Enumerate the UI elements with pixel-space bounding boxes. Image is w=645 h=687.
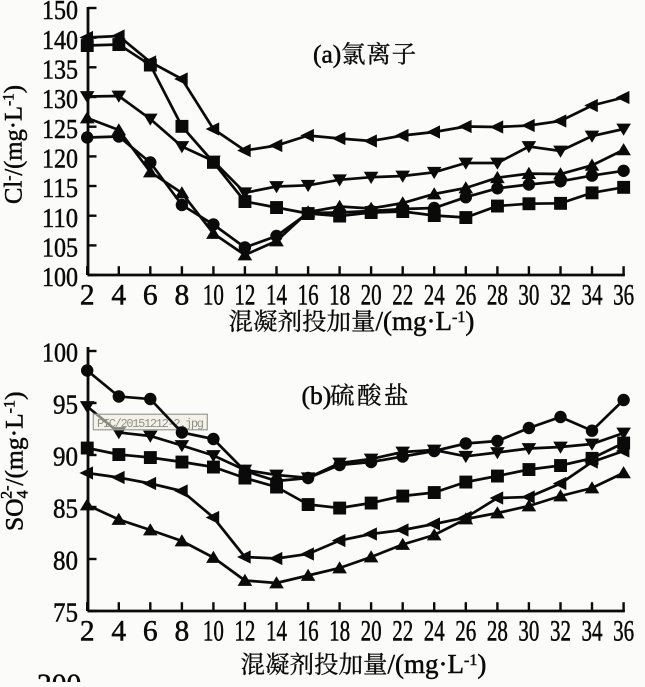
svg-text:2: 2	[80, 616, 95, 648]
svg-text:125: 125	[42, 113, 78, 144]
svg-text:120: 120	[42, 143, 78, 174]
svg-text:22: 22	[392, 279, 413, 311]
svg-text:(b): (b)	[302, 381, 332, 410]
svg-text:22: 22	[392, 616, 413, 648]
svg-text:20: 20	[361, 616, 382, 648]
svg-text:200: 200	[37, 669, 81, 682]
svg-text:34: 34	[582, 616, 603, 648]
svg-text:24: 24	[424, 279, 445, 311]
svg-text:34: 34	[582, 279, 603, 311]
svg-text:12: 12	[234, 616, 255, 648]
svg-text:16: 16	[298, 616, 319, 648]
svg-text:18: 18	[329, 616, 350, 648]
svg-text:6: 6	[143, 616, 158, 648]
svg-text:100: 100	[42, 261, 78, 292]
svg-text:80: 80	[53, 545, 78, 576]
svg-text:10: 10	[203, 616, 224, 648]
svg-text:30: 30	[518, 616, 539, 648]
svg-text:90: 90	[53, 441, 78, 472]
svg-text:36: 36	[613, 279, 634, 311]
svg-text:140: 140	[42, 24, 78, 55]
svg-text:8: 8	[175, 279, 190, 311]
svg-text:28: 28	[487, 279, 508, 311]
svg-text:75: 75	[53, 597, 78, 628]
svg-text:28: 28	[487, 616, 508, 648]
svg-text:105: 105	[42, 232, 78, 263]
svg-text:32: 32	[550, 279, 571, 311]
svg-text:(a): (a)	[313, 40, 341, 69]
svg-text:32: 32	[550, 616, 571, 648]
svg-text:4: 4	[111, 279, 126, 311]
svg-text:110: 110	[42, 202, 78, 233]
svg-text:100: 100	[42, 337, 78, 368]
svg-text:PIC/20151212-2.jpg: PIC/20151212-2.jpg	[97, 417, 204, 431]
svg-text:SO42-/(mg·L-1): SO42-/(mg·L-1)	[0, 392, 32, 532]
svg-text:36: 36	[613, 616, 634, 648]
svg-text:130: 130	[42, 83, 78, 114]
svg-text:95: 95	[53, 389, 78, 420]
svg-text:30: 30	[518, 279, 539, 311]
svg-text:85: 85	[53, 493, 78, 524]
svg-text:14: 14	[266, 279, 287, 311]
svg-text:10: 10	[203, 279, 224, 311]
svg-text:16: 16	[298, 279, 319, 311]
svg-text:2: 2	[80, 279, 95, 311]
svg-text:12: 12	[234, 279, 255, 311]
svg-text:4: 4	[111, 616, 126, 648]
svg-text:20: 20	[361, 279, 382, 311]
svg-text:8: 8	[175, 616, 190, 648]
svg-text:18: 18	[329, 279, 350, 311]
svg-text:26: 26	[455, 616, 476, 648]
svg-text:24: 24	[424, 616, 445, 648]
svg-text:115: 115	[42, 172, 78, 203]
svg-text:6: 6	[143, 279, 158, 311]
svg-text:14: 14	[266, 616, 287, 648]
svg-text:26: 26	[455, 279, 476, 311]
svg-text:135: 135	[42, 54, 78, 85]
svg-text:150: 150	[42, 0, 78, 25]
